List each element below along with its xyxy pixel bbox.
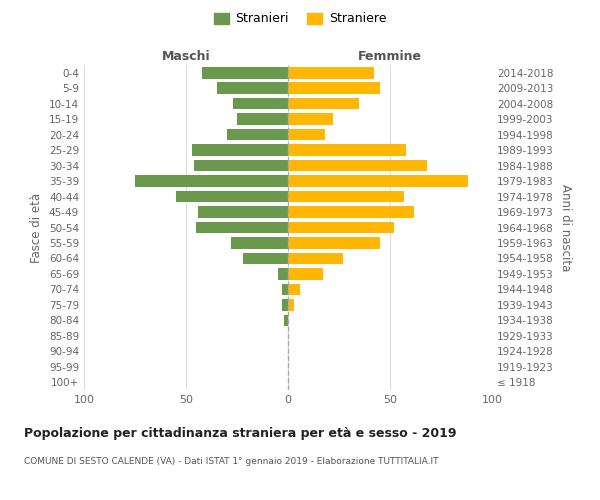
Bar: [282, 299, 288, 310]
Bar: [288, 129, 325, 140]
Y-axis label: Fasce di età: Fasce di età: [31, 192, 43, 262]
Bar: [288, 190, 404, 202]
Bar: [282, 284, 288, 295]
Bar: [288, 67, 374, 78]
Bar: [202, 67, 288, 78]
Bar: [288, 206, 415, 218]
Text: Popolazione per cittadinanza straniera per età e sesso - 2019: Popolazione per cittadinanza straniera p…: [24, 428, 457, 440]
Bar: [288, 176, 467, 187]
Bar: [288, 284, 300, 295]
Bar: [284, 314, 288, 326]
Bar: [288, 222, 394, 234]
Bar: [237, 114, 288, 125]
Bar: [243, 252, 288, 264]
Bar: [176, 190, 288, 202]
Bar: [288, 114, 333, 125]
Bar: [288, 98, 359, 110]
Bar: [288, 82, 380, 94]
Bar: [192, 144, 288, 156]
Legend: Stranieri, Straniere: Stranieri, Straniere: [210, 8, 390, 29]
Bar: [278, 268, 288, 280]
Bar: [194, 160, 288, 172]
Bar: [233, 98, 288, 110]
Text: Maschi: Maschi: [161, 50, 211, 62]
Bar: [217, 82, 288, 94]
Bar: [196, 222, 288, 234]
Text: Femmine: Femmine: [358, 50, 422, 62]
Bar: [227, 129, 288, 140]
Bar: [288, 299, 294, 310]
Text: COMUNE DI SESTO CALENDE (VA) - Dati ISTAT 1° gennaio 2019 - Elaborazione TUTTITA: COMUNE DI SESTO CALENDE (VA) - Dati ISTA…: [24, 458, 439, 466]
Bar: [288, 144, 406, 156]
Bar: [288, 252, 343, 264]
Bar: [198, 206, 288, 218]
Bar: [288, 268, 323, 280]
Bar: [288, 237, 380, 249]
Y-axis label: Anni di nascita: Anni di nascita: [559, 184, 572, 271]
Bar: [231, 237, 288, 249]
Bar: [288, 160, 427, 172]
Bar: [135, 176, 288, 187]
